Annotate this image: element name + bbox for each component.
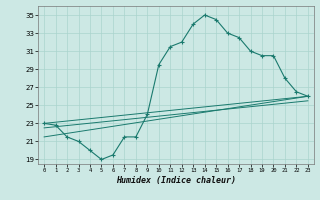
X-axis label: Humidex (Indice chaleur): Humidex (Indice chaleur) (116, 176, 236, 185)
